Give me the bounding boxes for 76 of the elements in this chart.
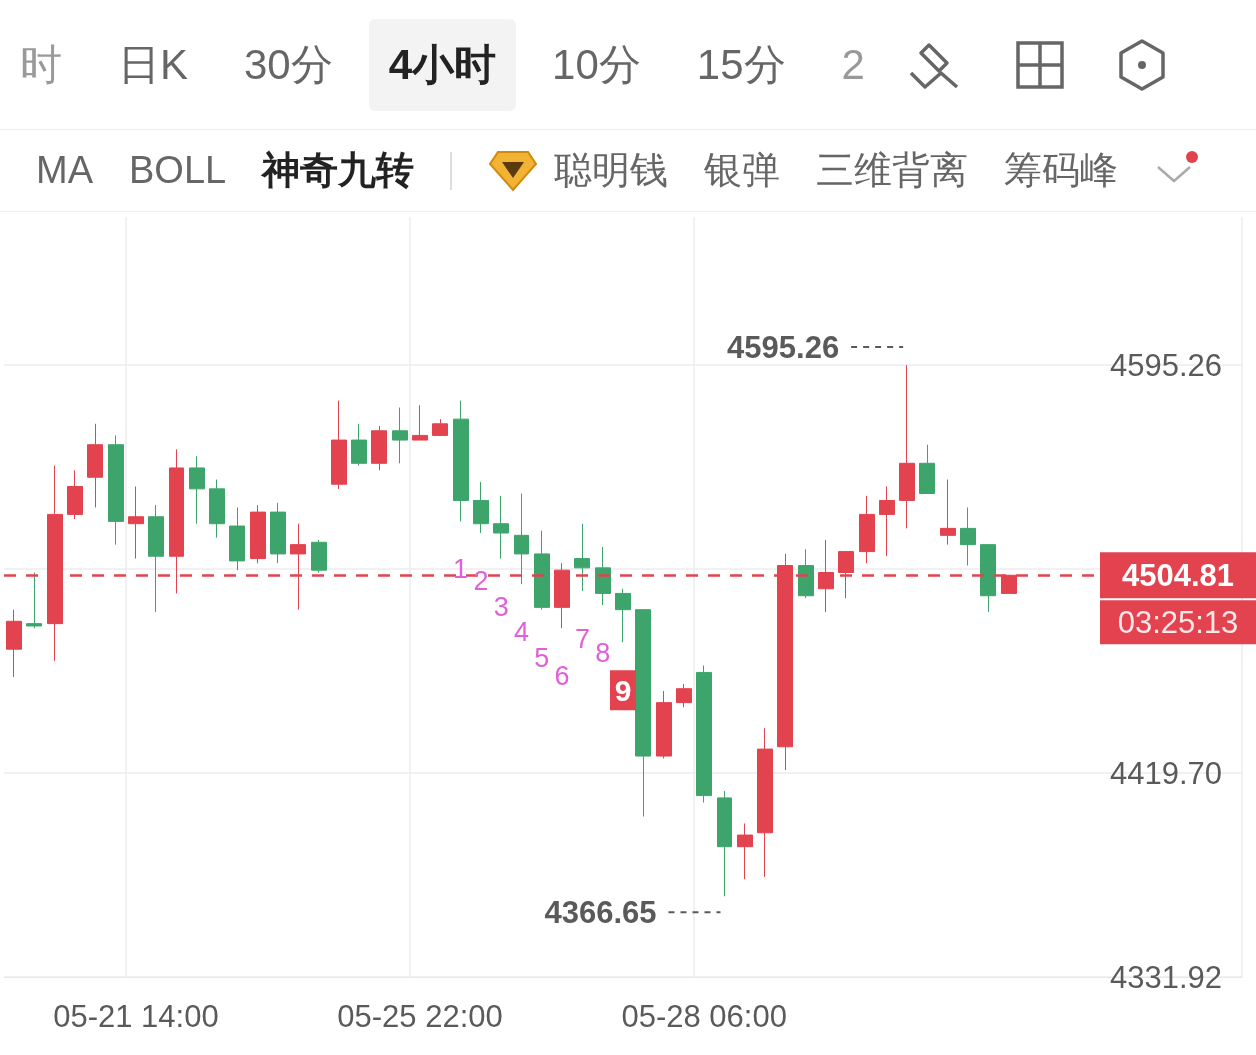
annotation: 4366.65	[544, 894, 657, 930]
text: 银弹	[704, 148, 781, 193]
text: 15分	[695, 39, 787, 90]
candlestick	[493, 495, 509, 560]
text: 10分	[551, 39, 642, 90]
candlestick	[189, 455, 205, 525]
x-tick-label: 05-21 14:00	[53, 999, 219, 1034]
candlestick	[595, 546, 611, 606]
candlestick	[615, 588, 631, 643]
candlestick	[128, 486, 144, 560]
text: 30分	[243, 39, 334, 90]
annotation: 7	[574, 624, 590, 655]
annotation: 3	[493, 591, 509, 622]
candlestick	[656, 690, 672, 759]
text: 2	[840, 39, 866, 90]
candlestick	[87, 423, 103, 508]
candlestick	[717, 790, 732, 897]
candlestick	[108, 434, 124, 546]
candlestick	[574, 523, 590, 592]
candlestick	[250, 504, 266, 564]
candlestick	[676, 683, 692, 708]
annotation: 5	[534, 642, 550, 673]
text: BOLL	[129, 149, 227, 192]
ref-line-label: 4504.81	[1121, 557, 1235, 593]
candlestick	[879, 486, 895, 557]
candlestick	[534, 530, 550, 611]
candlestick	[960, 506, 976, 567]
text: 神奇九转	[262, 148, 415, 193]
candlestick	[331, 400, 347, 490]
text: MA	[36, 149, 93, 192]
candlestick	[859, 495, 875, 564]
annotation: 03:25:13	[1117, 604, 1239, 640]
candlestick	[473, 481, 489, 534]
candlestick	[453, 400, 469, 522]
candlestick	[67, 469, 83, 520]
candlestick	[412, 404, 428, 441]
y-tick-label: 4595.26	[1109, 347, 1222, 383]
annotation: 6	[554, 661, 570, 692]
annotation: 8	[595, 638, 611, 669]
candlestick	[169, 448, 184, 594]
text: 聪明钱	[554, 148, 669, 193]
candlestick	[209, 479, 225, 539]
candlestick	[757, 727, 773, 878]
candlestick	[737, 822, 753, 880]
candlestick	[635, 609, 651, 817]
text: 三维背离	[816, 148, 969, 193]
x-tick-label: 05-25 22:00	[337, 999, 503, 1034]
y-tick-label: 4331.92	[1109, 959, 1222, 995]
candlestick	[351, 423, 367, 467]
annotation: 4595.26	[727, 329, 840, 365]
candlestick	[696, 664, 712, 804]
annotation: 4	[514, 617, 530, 648]
text: 4小时	[368, 18, 517, 111]
candlestick	[514, 493, 529, 585]
candlestick	[229, 506, 245, 571]
annotation: 1	[453, 554, 469, 585]
candlestick	[980, 544, 996, 613]
candlestick	[311, 539, 327, 574]
candlestick	[432, 418, 448, 436]
candlestick	[6, 609, 22, 678]
candlestick	[26, 572, 42, 629]
candlestick	[919, 444, 935, 495]
candlestick	[371, 425, 387, 471]
text: 日K	[117, 39, 189, 90]
candlestick	[270, 502, 286, 564]
candlestick	[148, 504, 164, 613]
y-tick-label: 4419.70	[1109, 755, 1222, 791]
annotation: 9	[614, 673, 632, 707]
candlestick	[392, 407, 408, 464]
annotation: 2	[473, 566, 489, 597]
x-tick-label: 05-28 06:00	[621, 999, 787, 1034]
candlestick	[940, 479, 956, 546]
candlestick	[798, 548, 814, 599]
text: 时	[19, 39, 63, 90]
text: 筹码峰	[1004, 148, 1119, 193]
candlestick	[899, 364, 915, 529]
